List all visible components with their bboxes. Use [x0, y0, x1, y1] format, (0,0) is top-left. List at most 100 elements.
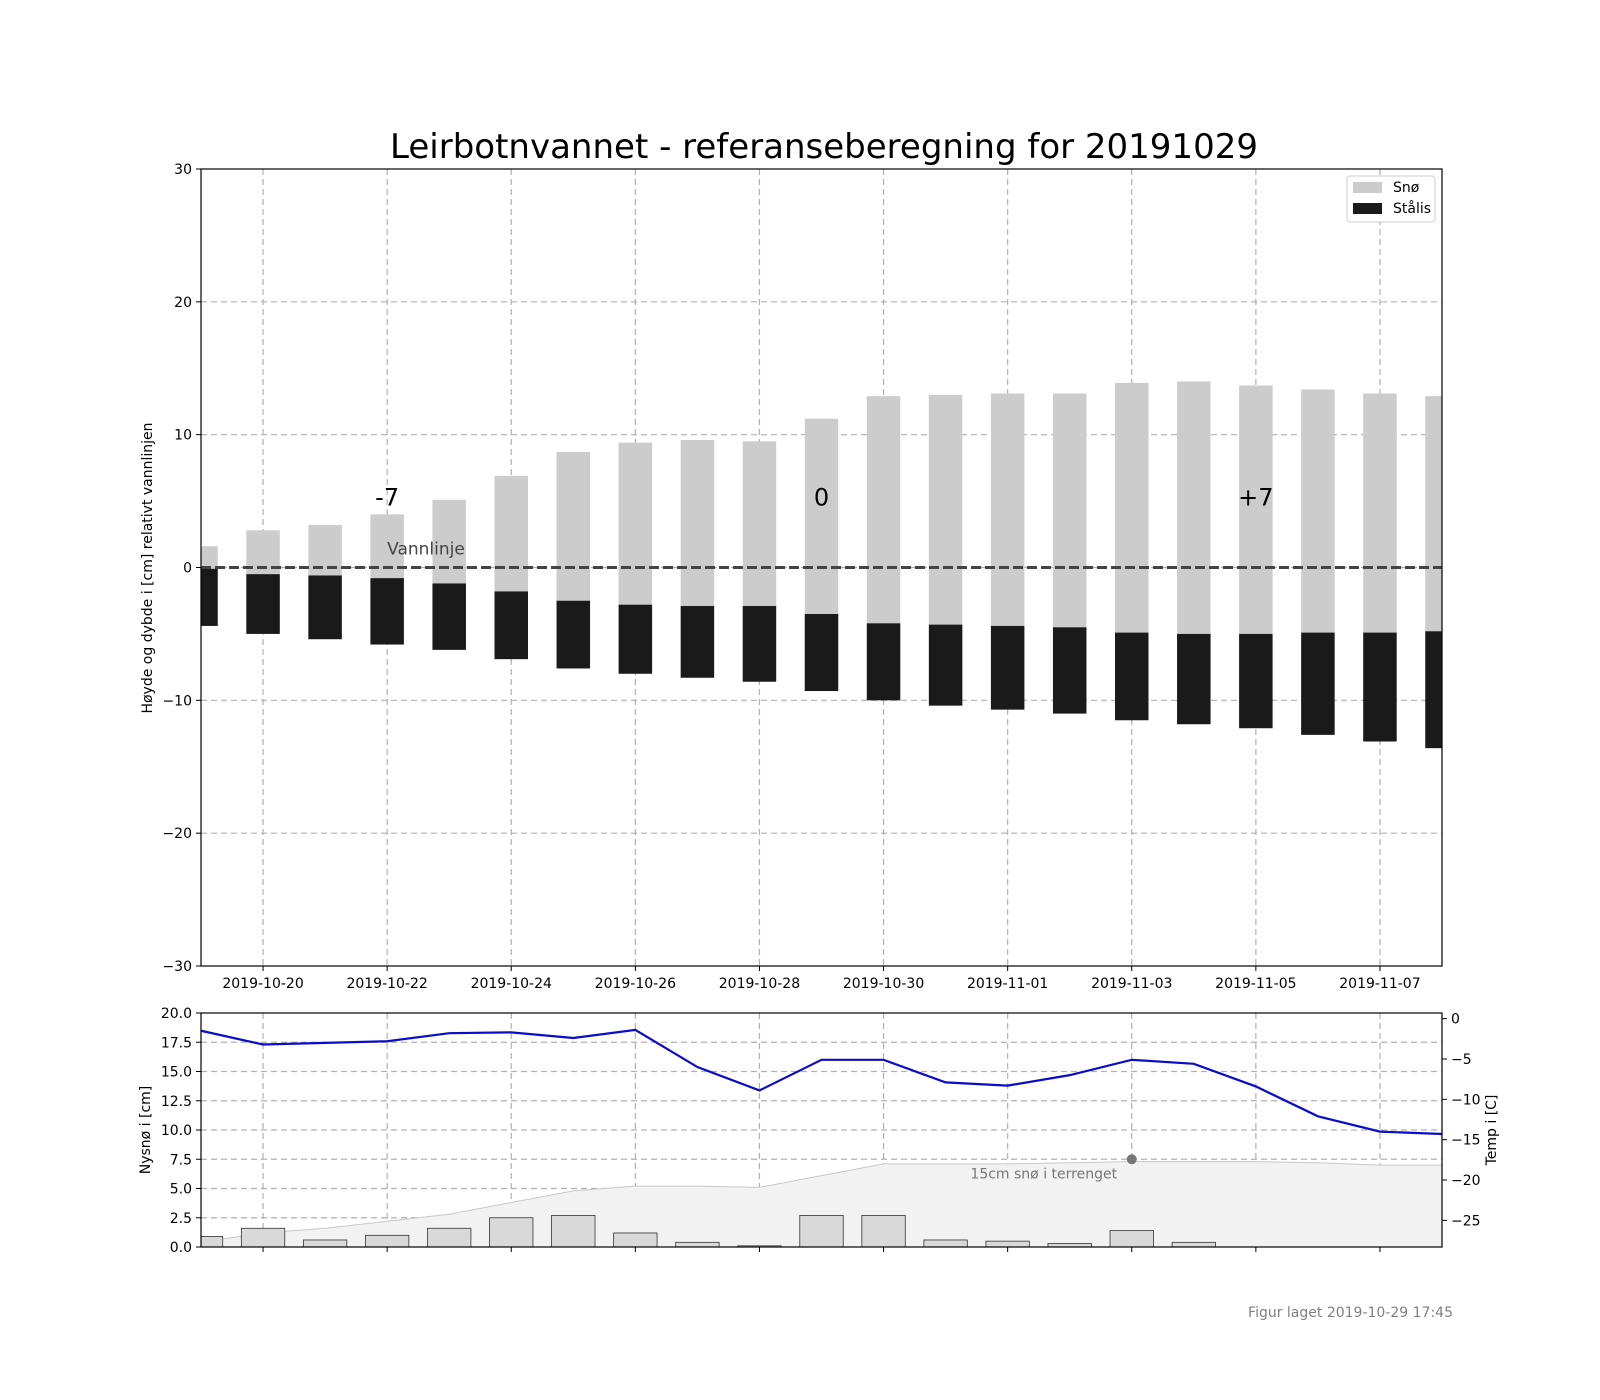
bottom-xticks	[262, 1247, 1381, 1252]
stalis-bar	[804, 613, 839, 692]
stalis-bar	[432, 583, 466, 650]
sno-bar	[201, 546, 218, 569]
ytick-label: 30	[174, 162, 192, 178]
new-snow-bar	[551, 1215, 596, 1247]
temperature-line	[200, 1028, 1443, 1136]
sno-bar	[494, 475, 529, 592]
new-snow-bar	[240, 1227, 286, 1247]
new-snow-bars	[201, 1215, 1216, 1247]
legend-label-stalis: Stålis	[1393, 200, 1431, 217]
waterline-label: Vannlinje	[387, 540, 465, 560]
bottom-ytick-label: 12.5	[161, 1094, 192, 1110]
sno-bar	[618, 442, 653, 605]
new-snow-bar	[365, 1234, 410, 1247]
stalis-bar	[370, 578, 404, 645]
sno-bar	[1177, 381, 1211, 634]
legend-label-sno: Snø	[1393, 180, 1420, 196]
day-offset-label: -7	[375, 484, 399, 512]
bottom-ytick-label: 15.0	[161, 1065, 192, 1081]
new-snow-bar	[613, 1232, 658, 1247]
new-snow-bar	[1171, 1241, 1216, 1247]
stalis-bar	[866, 623, 901, 701]
xtick-label: 2019-10-24	[471, 976, 552, 992]
ytick-label: −30	[162, 959, 192, 975]
bottom-ylabel: Nysnø i [cm]	[138, 1086, 154, 1175]
sno-bar	[432, 499, 466, 584]
temp-ytick-label: −10	[1451, 1092, 1481, 1108]
footer-timestamp: Figur laget 2019-10-29 17:45	[1248, 1305, 1453, 1321]
sno-bar	[990, 393, 1025, 626]
ytick-label: 0	[183, 561, 192, 577]
chart-title: Leirbotnvannet - referanseberegning for …	[390, 127, 1258, 167]
sno-bar	[1363, 393, 1397, 633]
sno-bar	[1301, 389, 1335, 633]
main-ylabel: Høyde og dybde i [cm] relativt vannlinje…	[140, 422, 156, 713]
ytick-label: 10	[174, 428, 192, 444]
xtick-label: 2019-11-03	[1091, 976, 1172, 992]
stalis-bar	[556, 600, 591, 669]
sno-bar	[1052, 393, 1087, 628]
stalis-bar	[1177, 633, 1211, 725]
main-plot: Vannlinje -7 0 +7 −30 −20 −10 0 10 20 30 2019-10…	[140, 162, 1443, 992]
bottom-yticks-right: 0 −5 −10 −15 −20 −25	[1442, 1012, 1481, 1229]
xtick-label: 2019-11-01	[967, 976, 1048, 992]
new-snow-bar	[427, 1227, 472, 1247]
stalis-bar	[928, 624, 963, 706]
stalis-bar	[246, 574, 280, 634]
sno-bar	[804, 418, 839, 614]
xtick-label: 2019-11-05	[1215, 976, 1296, 992]
temp-ytick-label: −25	[1451, 1213, 1481, 1229]
day-offset-label: +7	[1238, 484, 1273, 512]
xtick-label: 2019-10-30	[843, 976, 924, 992]
new-snow-bar	[302, 1239, 348, 1247]
bottom-ytick-label: 20.0	[161, 1006, 192, 1022]
bottom-ytick-label: 10.0	[161, 1123, 192, 1139]
new-snow-bar	[675, 1241, 720, 1247]
stalis-bar	[1363, 632, 1397, 742]
legend-swatch-sno	[1353, 182, 1382, 193]
ytick-label: −10	[162, 693, 192, 709]
temp-ytick-label: −20	[1451, 1173, 1481, 1189]
stalis-bar	[308, 575, 342, 640]
temp-ytick-label: 0	[1451, 1012, 1460, 1028]
new-snow-bar	[985, 1240, 1030, 1247]
day-offset-label: 0	[814, 484, 829, 512]
terrain-label: 15cm snø i terrenget	[970, 1166, 1117, 1182]
sno-bar	[866, 396, 901, 624]
sno-bar	[680, 439, 715, 607]
stalis-bar	[680, 606, 715, 678]
stalis-bar	[618, 604, 653, 674]
stalis-bar	[742, 606, 777, 682]
bottom-ytick-label: 7.5	[170, 1152, 192, 1168]
ytick-label: 20	[174, 295, 192, 311]
new-snow-bar	[923, 1239, 968, 1247]
stalis-bar	[494, 591, 529, 660]
stalis-bar	[990, 625, 1025, 710]
stalis-bar	[201, 568, 218, 626]
xtick-label: 2019-10-28	[719, 976, 800, 992]
sno-bar	[928, 394, 963, 625]
bottom-ylabel-right: Temp i [C]	[1484, 1095, 1500, 1167]
sno-bar	[556, 451, 591, 601]
stalis-bar	[1425, 631, 1442, 749]
main-bars	[201, 381, 1442, 749]
bottom-ytick-label: 0.0	[170, 1240, 192, 1256]
stalis-bar	[1239, 633, 1273, 729]
sno-bar	[1425, 396, 1442, 632]
main-annotations: -7 0 +7	[375, 484, 1273, 512]
xtick-label: 2019-11-07	[1339, 976, 1420, 992]
new-snow-bar	[799, 1215, 844, 1247]
bottom-plot: 15cm snø i terrenget 0.0 2.5 5.0 7.5 10.0 12.…	[138, 1006, 1500, 1256]
bottom-ytick-label: 5.0	[170, 1182, 192, 1198]
terrain-marker	[1126, 1154, 1137, 1165]
main-xticks: 2019-10-20 2019-10-22 2019-10-24 2019-10-26…	[222, 966, 1421, 992]
xtick-label: 2019-10-22	[346, 976, 427, 992]
sno-bar	[1114, 382, 1149, 633]
legend: Snø Stålis	[1346, 175, 1436, 223]
temp-ytick-label: −15	[1451, 1133, 1481, 1149]
ytick-label: −20	[162, 826, 192, 842]
new-snow-bar	[1109, 1230, 1154, 1247]
stalis-bar	[1114, 632, 1149, 721]
bottom-ytick-label: 2.5	[170, 1211, 192, 1227]
